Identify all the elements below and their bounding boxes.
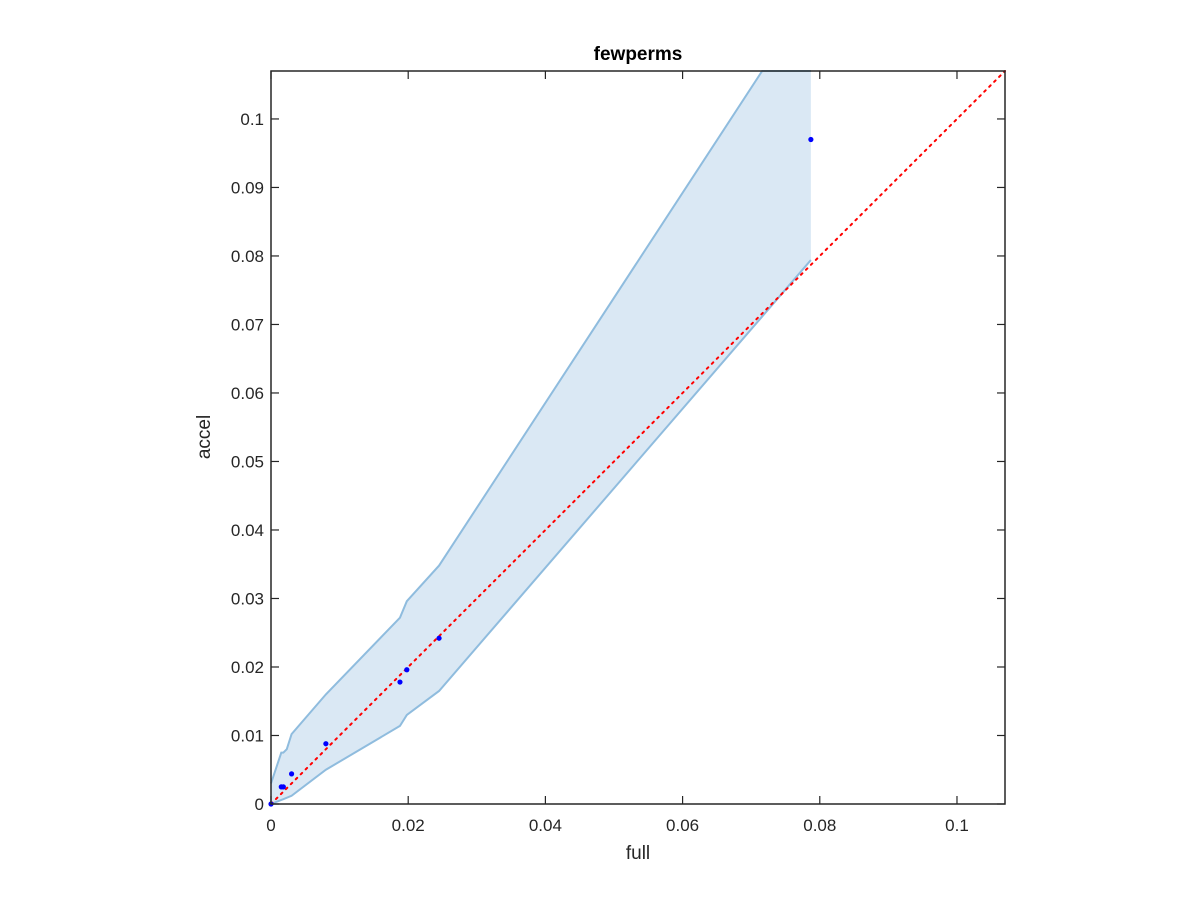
y-tick-label: 0.1	[240, 110, 264, 129]
data-point	[280, 784, 286, 790]
data-point	[288, 771, 295, 777]
x-tick-label: 0.1	[945, 816, 969, 835]
y-tick-label: 0.03	[231, 589, 264, 608]
axes-frame	[270, 70, 1006, 805]
y-tick-label: 0.02	[231, 658, 264, 677]
x-tick-label: 0	[266, 816, 275, 835]
chart-title: fewperms	[594, 44, 683, 65]
x-tick-label: 0.08	[803, 816, 836, 835]
reference-line	[270, 70, 1006, 805]
x-tick-label: 0.06	[666, 816, 699, 835]
y-tick-label: 0.01	[231, 726, 264, 745]
x-tick-label: 0.02	[392, 816, 425, 835]
x-tick-label: 0.04	[529, 816, 562, 835]
y-tick-label: 0.04	[231, 521, 264, 540]
y-tick-label: 0.09	[231, 178, 264, 197]
y-tick-label: 0.05	[231, 452, 264, 471]
y-tick-label: 0	[255, 795, 264, 814]
data-point	[323, 741, 329, 747]
y-tick-label: 0.06	[231, 384, 264, 403]
y-tick-label: 0.07	[231, 315, 264, 334]
confidence-band-lower-edge	[270, 259, 812, 805]
y-axis-label: accel	[194, 415, 215, 459]
data-point	[397, 679, 403, 685]
data-point	[808, 136, 814, 143]
confidence-band-upper-edge	[270, 70, 811, 784]
y-tick-label: 0.08	[231, 247, 264, 266]
confidence-band-fill	[271, 71, 811, 804]
data-point	[436, 635, 442, 641]
data-point	[404, 667, 410, 673]
x-axis-label: full	[626, 843, 650, 864]
